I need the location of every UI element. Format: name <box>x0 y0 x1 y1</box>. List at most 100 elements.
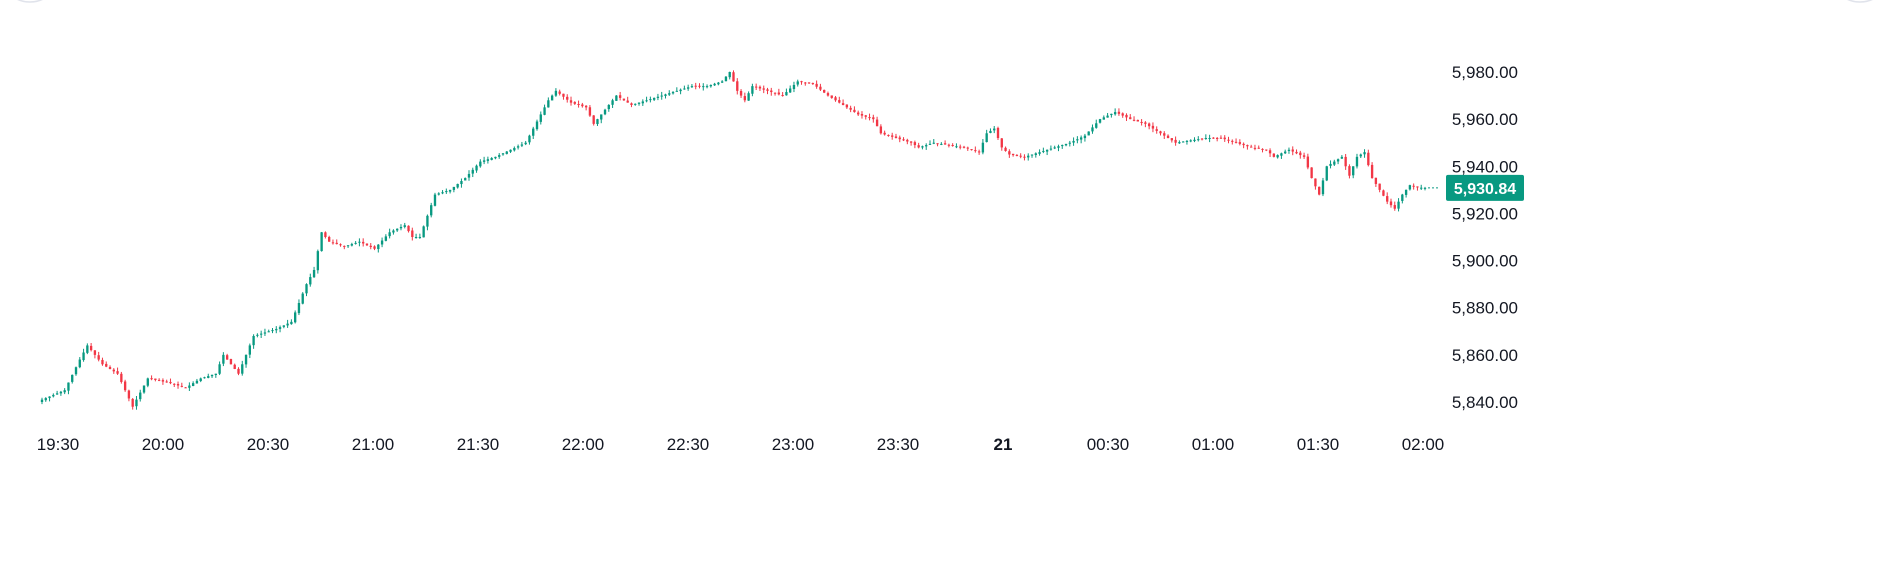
candle <box>955 143 958 149</box>
corner-button-left[interactable] <box>0 0 60 3</box>
candle <box>127 389 131 402</box>
candle <box>275 326 278 334</box>
candle <box>1117 108 1121 116</box>
candle-body <box>67 382 70 391</box>
candle-body <box>123 381 127 391</box>
candle-body <box>955 146 958 148</box>
candle-body <box>539 114 542 122</box>
candle <box>1333 159 1336 167</box>
candle-body <box>176 384 180 386</box>
candle-body <box>297 303 301 314</box>
candle <box>845 104 849 109</box>
candle <box>1079 135 1083 144</box>
candle-body <box>513 148 516 151</box>
candle-body <box>180 385 183 387</box>
candle-body <box>1416 186 1419 188</box>
candle <box>490 157 493 161</box>
candle-body <box>82 352 85 361</box>
candle <box>297 299 301 316</box>
candle <box>448 189 452 194</box>
candle <box>1374 177 1378 187</box>
candle-body <box>720 81 724 83</box>
candle <box>993 126 996 134</box>
candle <box>532 126 535 140</box>
candle-body <box>354 242 357 244</box>
candle-body <box>535 121 539 130</box>
candle-body <box>857 112 860 115</box>
candle-body <box>1397 201 1400 209</box>
candle <box>736 78 739 95</box>
candle <box>720 80 724 84</box>
candle-body <box>222 354 225 364</box>
candle-body <box>388 232 391 237</box>
candle-body <box>705 86 709 88</box>
candle <box>157 378 161 382</box>
candle-body <box>777 92 781 95</box>
candle <box>369 243 372 250</box>
candle <box>241 360 244 376</box>
candle <box>841 99 845 106</box>
candle <box>664 93 667 99</box>
candle <box>1042 147 1045 154</box>
candle <box>1053 145 1056 150</box>
candle <box>630 102 633 108</box>
candle-body <box>543 107 546 115</box>
candle-body <box>516 146 520 148</box>
candle-body <box>456 183 459 188</box>
corner-button-right[interactable] <box>1830 0 1890 3</box>
candle-body <box>913 142 917 146</box>
candle <box>925 143 928 150</box>
candle-body <box>248 345 251 355</box>
candle <box>1011 153 1015 157</box>
candle-body <box>1117 111 1121 114</box>
candle <box>751 83 754 97</box>
price-axis[interactable]: 5,980.00 5,960.00 5,940.00 5,920.00 5,900.00… <box>1452 63 1518 412</box>
candle <box>1178 140 1181 144</box>
candle <box>758 85 762 91</box>
candle <box>785 88 788 96</box>
time-axis[interactable]: 19:30 20:00 20:30 21:00 21:30 22:00 22:30 23:00… <box>37 435 1445 454</box>
candle-body <box>584 105 588 108</box>
candle-body <box>486 159 490 161</box>
candle-body <box>1204 138 1208 139</box>
candle <box>271 328 274 334</box>
candle <box>962 145 966 149</box>
candle-body <box>1015 155 1019 157</box>
candle-body <box>460 181 463 185</box>
candle-body <box>1238 142 1242 144</box>
candle <box>101 357 104 366</box>
candle <box>970 149 973 151</box>
candle <box>909 141 913 146</box>
candle-body <box>1355 156 1359 167</box>
candle <box>637 102 641 106</box>
candle <box>225 353 229 360</box>
candle <box>396 228 399 232</box>
candle <box>362 238 365 247</box>
candle-body <box>959 146 962 148</box>
candle-body <box>1295 151 1298 154</box>
candle <box>120 371 123 384</box>
candle-body <box>377 244 380 250</box>
candle <box>384 234 388 242</box>
candle-body <box>1121 113 1124 116</box>
candle-body <box>573 102 576 104</box>
candle-body <box>626 100 629 103</box>
candle <box>1125 113 1128 121</box>
candle <box>671 91 675 95</box>
candle <box>467 170 471 181</box>
time-tick-label: 21:00 <box>352 435 395 454</box>
candle <box>1227 136 1230 144</box>
candle <box>350 242 354 247</box>
candle <box>1189 139 1192 143</box>
candle <box>203 376 206 379</box>
candle <box>966 146 969 151</box>
candle-body <box>811 83 815 85</box>
candle-body <box>743 96 747 101</box>
candle-body <box>592 115 595 124</box>
candle-body <box>267 331 270 333</box>
candle <box>1208 134 1211 143</box>
candle-body <box>906 139 909 142</box>
candle-body <box>1042 150 1045 152</box>
candle <box>516 144 520 150</box>
